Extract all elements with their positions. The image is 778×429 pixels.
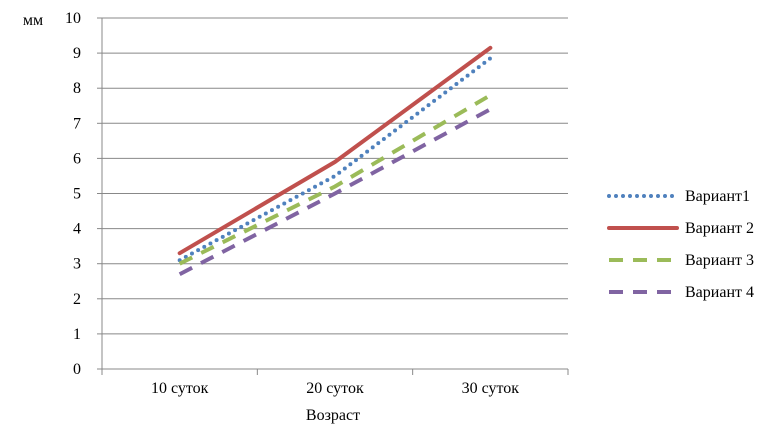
series-lines (177, 45, 493, 277)
legend: Вариант1 Вариант 2 Вариант 3 Вариант 4 (607, 188, 754, 301)
legend-label-1: Вариант1 (685, 188, 750, 205)
y-tick-label: 4 (73, 221, 81, 238)
y-tick-label: 2 (73, 291, 81, 308)
series-line-1 (177, 56, 493, 263)
y-tick-label: 10 (65, 10, 81, 27)
x-tick-labels: 10 суток 20 суток 30 суток (151, 380, 519, 397)
y-tick-labels: 0 1 2 3 4 5 6 7 8 9 10 (65, 10, 81, 378)
series-line-2 (177, 45, 493, 256)
y-tick-label: 7 (73, 115, 81, 132)
y-axis-title: мм (23, 12, 43, 29)
x-tick-label: 10 суток (151, 380, 209, 397)
x-tick-label: 30 суток (462, 380, 520, 397)
y-tick-label: 0 (73, 361, 81, 378)
legend-label-4: Вариант 4 (685, 284, 754, 301)
series-line-4 (178, 107, 492, 277)
y-tick-label: 8 (73, 80, 81, 97)
y-tick-label: 1 (73, 326, 81, 343)
axes (97, 17, 569, 375)
legend-label-3: Вариант 3 (685, 252, 754, 269)
y-tick-label: 6 (73, 150, 81, 167)
x-axis-title: Возраст (306, 407, 360, 424)
legend-label-2: Вариант 2 (685, 220, 754, 237)
y-tick-label: 3 (73, 256, 81, 273)
y-tick-label: 9 (73, 45, 81, 62)
series-line-3 (178, 93, 492, 266)
x-tick-label: 20 суток (306, 380, 364, 397)
y-tick-label: 5 (73, 186, 81, 203)
